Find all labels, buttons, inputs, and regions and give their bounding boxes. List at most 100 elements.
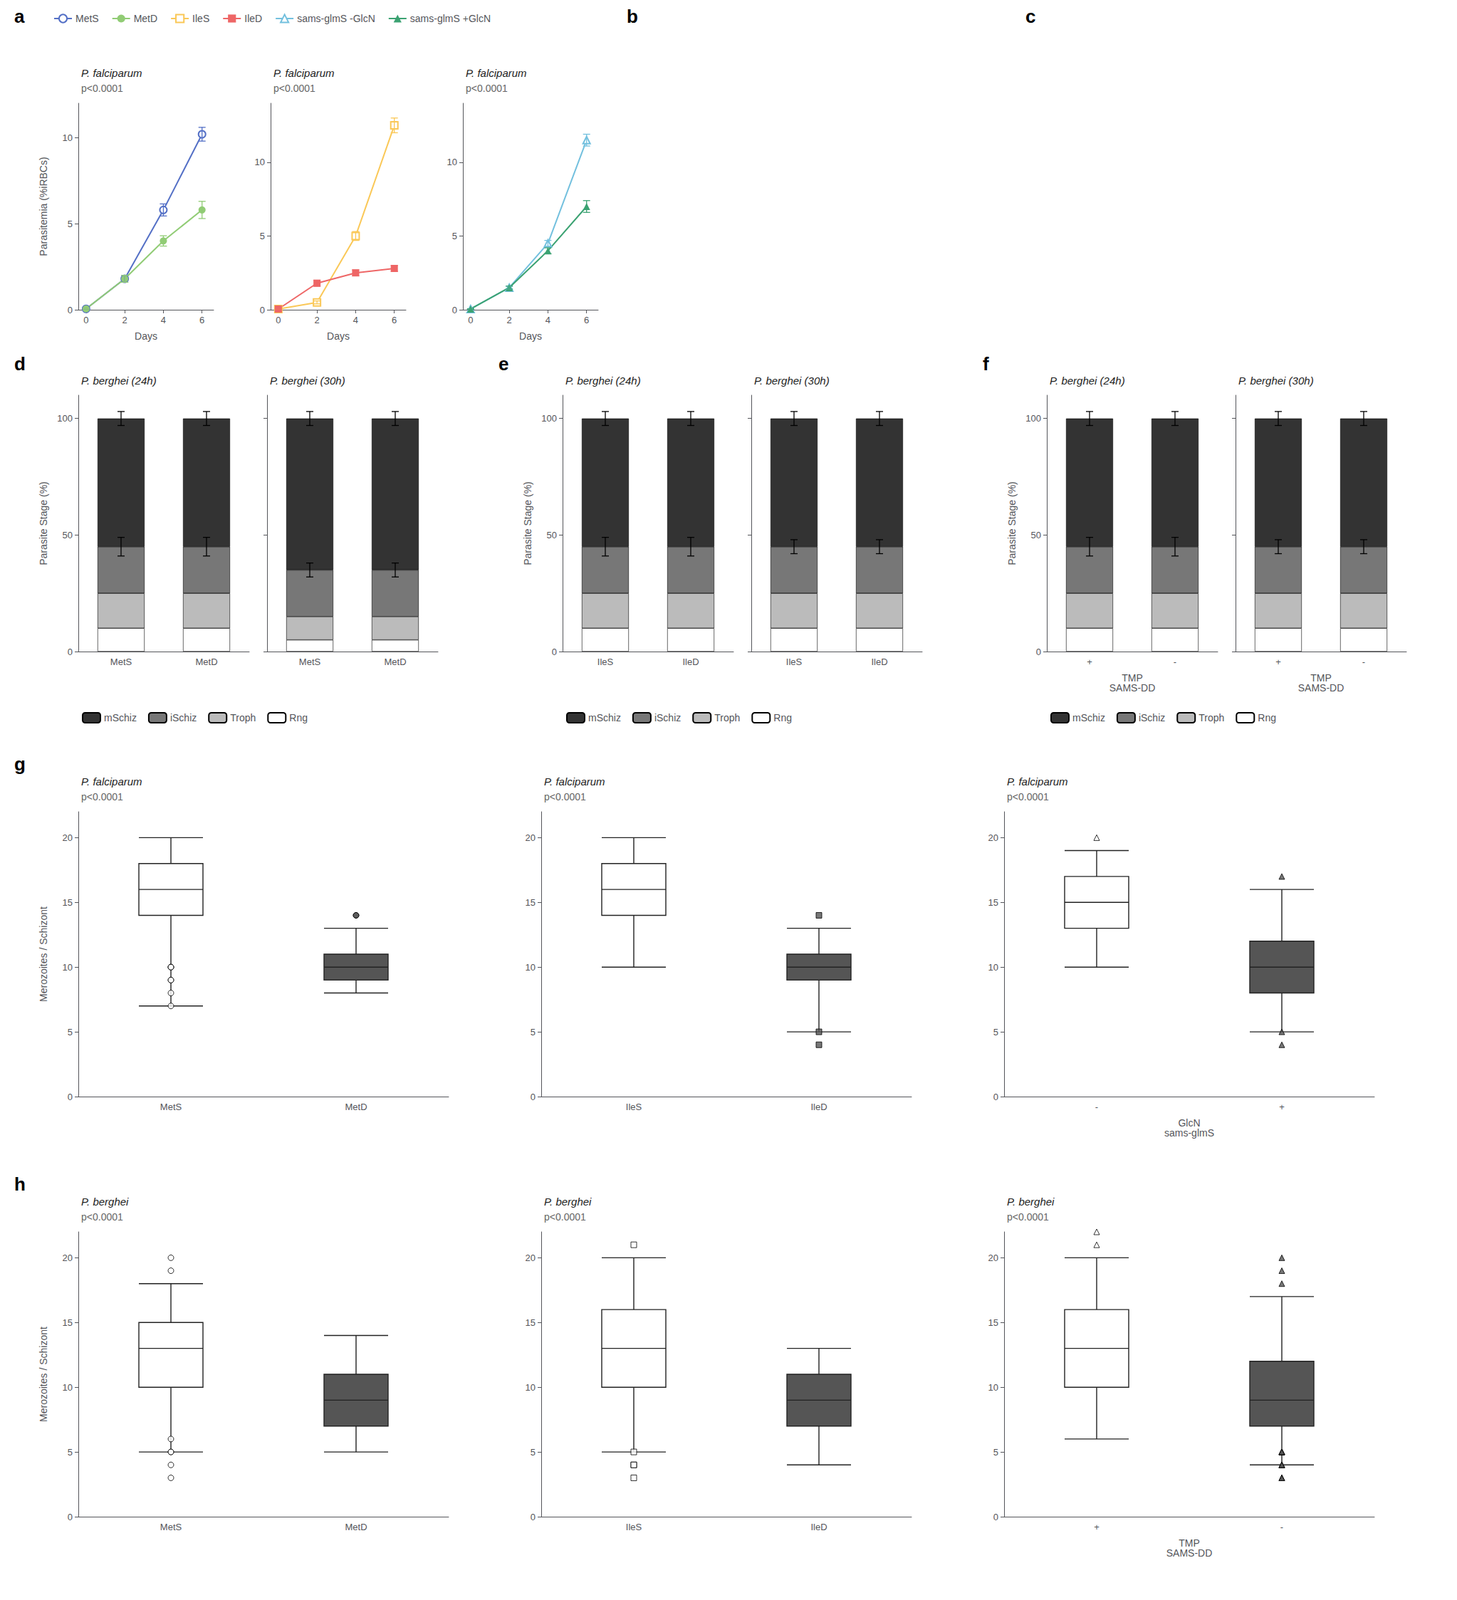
svg-text:p<0.0001: p<0.0001 <box>81 791 124 803</box>
svg-text:0: 0 <box>275 314 281 326</box>
svg-text:MetS: MetS <box>75 12 99 25</box>
svg-text:+: + <box>1093 1521 1100 1533</box>
svg-text:Rng: Rng <box>289 712 308 724</box>
svg-text:+: + <box>1275 656 1282 668</box>
svg-text:5: 5 <box>530 1026 536 1038</box>
svg-text:IleD: IleD <box>244 12 263 25</box>
svg-text:mSchiz: mSchiz <box>588 712 621 724</box>
svg-text:P. berghei (24h): P. berghei (24h) <box>565 374 641 387</box>
svg-text:Merozoites / Schizont: Merozoites / Schizont <box>37 1326 50 1423</box>
svg-text:4: 4 <box>545 314 551 326</box>
svg-text:P. berghei (24h): P. berghei (24h) <box>1049 374 1126 387</box>
svg-text:5: 5 <box>67 218 73 230</box>
svg-text:15: 15 <box>525 1317 536 1329</box>
svg-text:100: 100 <box>56 413 73 424</box>
svg-text:0: 0 <box>993 1091 999 1103</box>
svg-text:0: 0 <box>993 1511 999 1523</box>
svg-text:15: 15 <box>62 897 73 908</box>
svg-text:Days: Days <box>519 330 542 342</box>
svg-text:IleS: IleS <box>786 656 803 668</box>
svg-text:6: 6 <box>199 314 205 326</box>
svg-text:2: 2 <box>507 314 513 326</box>
svg-text:20: 20 <box>62 832 73 844</box>
svg-text:50: 50 <box>62 529 73 541</box>
svg-text:P. falciparum: P. falciparum <box>81 66 143 80</box>
svg-text:MetS: MetS <box>110 656 133 668</box>
svg-text:P. berghei: P. berghei <box>1006 1195 1055 1208</box>
svg-text:-: - <box>1095 1101 1099 1113</box>
svg-text:50: 50 <box>1031 529 1042 541</box>
svg-text:0: 0 <box>67 646 73 658</box>
svg-text:5: 5 <box>530 1447 536 1458</box>
svg-text:IleD: IleD <box>810 1521 827 1533</box>
svg-text:10: 10 <box>62 1382 73 1393</box>
svg-text:10: 10 <box>254 156 265 168</box>
svg-text:2: 2 <box>122 314 128 326</box>
svg-text:2: 2 <box>314 314 320 326</box>
svg-text:sams-glmS: sams-glmS <box>1164 1127 1215 1139</box>
svg-text:Rng: Rng <box>773 712 792 724</box>
svg-text:0: 0 <box>551 646 557 658</box>
svg-text:P. falciparum: P. falciparum <box>81 775 143 788</box>
svg-text:-: - <box>1362 656 1366 668</box>
svg-text:MetD: MetD <box>344 1101 367 1113</box>
svg-text:IleD: IleD <box>810 1101 827 1113</box>
svg-text:P. falciparum: P. falciparum <box>1006 775 1069 788</box>
svg-text:10: 10 <box>525 1382 536 1393</box>
svg-text:4: 4 <box>160 314 166 326</box>
svg-text:f: f <box>982 353 990 375</box>
svg-text:IleD: IleD <box>870 656 888 668</box>
svg-text:0: 0 <box>67 1091 73 1103</box>
svg-text:d: d <box>14 353 26 375</box>
svg-text:5: 5 <box>993 1026 999 1038</box>
svg-text:SAMS-DD: SAMS-DD <box>1166 1547 1213 1559</box>
svg-text:P. berghei: P. berghei <box>544 1195 592 1208</box>
svg-text:100: 100 <box>541 413 557 424</box>
svg-text:5: 5 <box>259 230 265 242</box>
svg-text:10: 10 <box>988 1382 999 1393</box>
svg-text:IleD: IleD <box>682 656 699 668</box>
svg-text:5: 5 <box>993 1447 999 1458</box>
svg-text:P. berghei (30h): P. berghei (30h) <box>1238 374 1314 387</box>
svg-text:6: 6 <box>583 314 589 326</box>
svg-text:15: 15 <box>525 897 536 908</box>
svg-text:P. falciparum: P. falciparum <box>465 66 527 80</box>
svg-text:p<0.0001: p<0.0001 <box>1006 1211 1049 1223</box>
svg-text:Parasitemia (%iRBCs): Parasitemia (%iRBCs) <box>37 156 50 256</box>
svg-text:+: + <box>1278 1101 1285 1113</box>
svg-text:P. falciparum: P. falciparum <box>544 775 606 788</box>
svg-text:15: 15 <box>988 897 999 908</box>
svg-text:0: 0 <box>67 304 73 316</box>
svg-text:0: 0 <box>1036 646 1042 658</box>
svg-text:Troph: Troph <box>1198 712 1225 724</box>
svg-text:iSchiz: iSchiz <box>654 712 681 724</box>
svg-text:5: 5 <box>67 1026 73 1038</box>
svg-text:Troph: Troph <box>714 712 740 724</box>
svg-text:Merozoites / Schizont: Merozoites / Schizont <box>37 906 50 1002</box>
svg-text:iSchiz: iSchiz <box>1138 712 1166 724</box>
svg-text:MetD: MetD <box>344 1521 367 1533</box>
svg-text:Troph: Troph <box>230 712 256 724</box>
svg-text:10: 10 <box>525 962 536 973</box>
svg-text:IleS: IleS <box>192 12 210 25</box>
svg-text:5: 5 <box>67 1447 73 1458</box>
svg-text:h: h <box>14 1173 26 1195</box>
svg-text:MetS: MetS <box>160 1521 183 1533</box>
svg-text:g: g <box>14 753 26 775</box>
svg-text:Parasite Stage (%): Parasite Stage (%) <box>37 481 50 566</box>
svg-text:Rng: Rng <box>1257 712 1277 724</box>
svg-text:0: 0 <box>67 1511 73 1523</box>
svg-text:p<0.0001: p<0.0001 <box>273 82 316 94</box>
svg-text:50: 50 <box>546 529 557 541</box>
svg-text:10: 10 <box>988 962 999 973</box>
svg-text:15: 15 <box>62 1317 73 1329</box>
svg-text:IleS: IleS <box>597 656 614 668</box>
svg-text:sams-glmS +GlcN: sams-glmS +GlcN <box>410 12 491 25</box>
svg-text:6: 6 <box>391 314 397 326</box>
svg-text:MetD: MetD <box>133 12 158 25</box>
svg-text:SAMS-DD: SAMS-DD <box>1109 682 1156 694</box>
svg-text:Parasite Stage (%): Parasite Stage (%) <box>1006 481 1018 566</box>
svg-text:0: 0 <box>83 314 89 326</box>
svg-text:10: 10 <box>447 156 458 168</box>
svg-text:p<0.0001: p<0.0001 <box>544 791 587 803</box>
